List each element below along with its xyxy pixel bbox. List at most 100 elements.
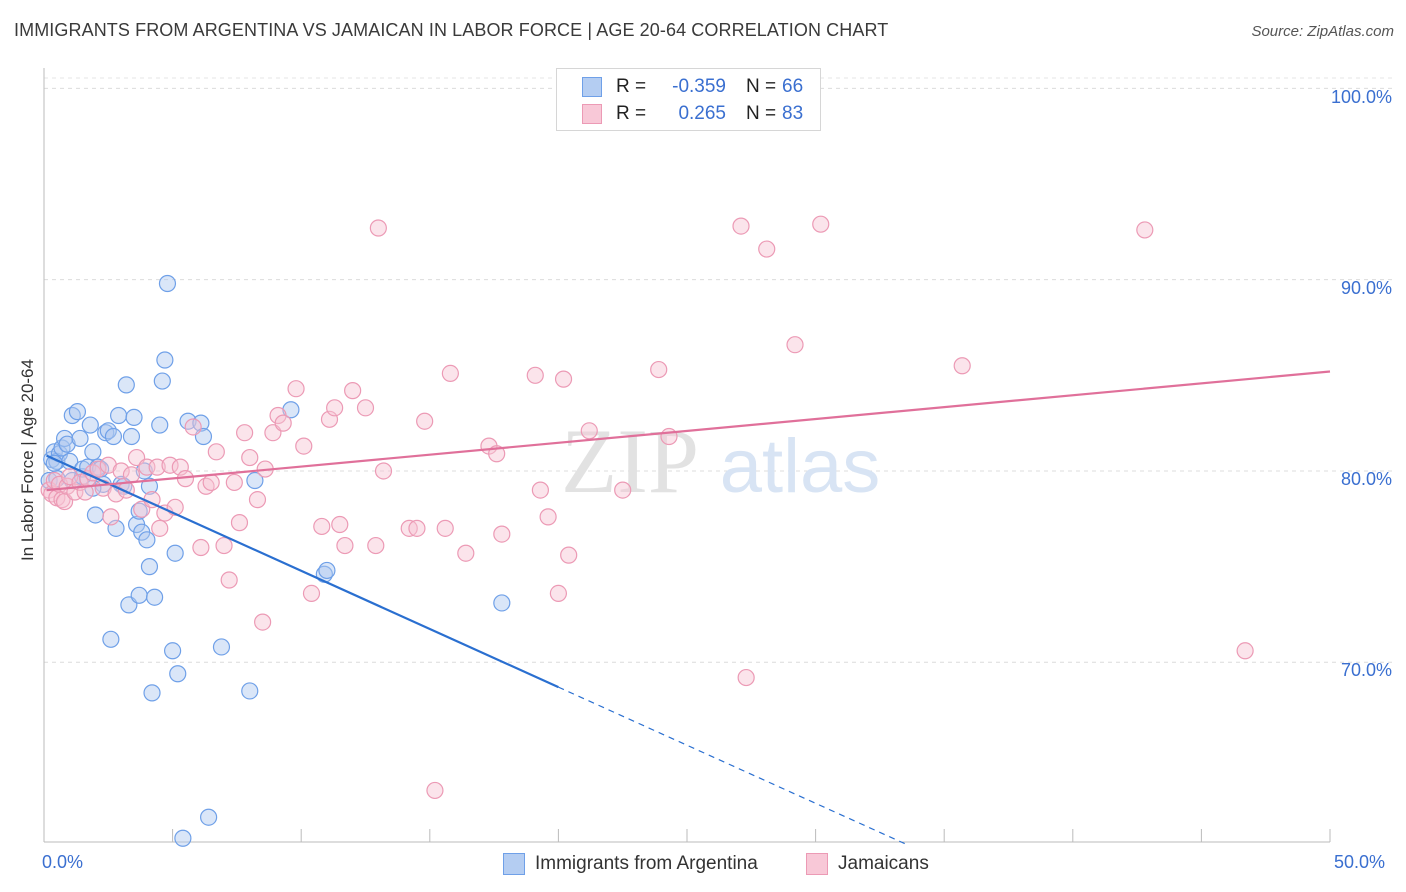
data-point [207, 443, 225, 461]
data-point [104, 427, 123, 446]
data-point [156, 351, 174, 369]
data-point [493, 594, 511, 612]
data-point [236, 424, 254, 442]
data-point [356, 399, 375, 417]
data-point [81, 416, 99, 434]
legend-n-label: N = [746, 76, 777, 97]
data-point [76, 483, 94, 501]
data-point [220, 571, 238, 589]
legend-swatch-argentina [503, 853, 525, 875]
data-point [580, 422, 598, 440]
legend-row-jamaicans: R = 0.265 N = 83 [582, 102, 812, 126]
watermark-atlas: atlas [720, 424, 881, 509]
data-point [287, 380, 305, 398]
data-point [102, 508, 120, 526]
data-point [151, 416, 169, 434]
chart-title: IMMIGRANTS FROM ARGENTINA VS JAMAICAN IN… [14, 20, 889, 40]
legend-n-label: N = [746, 103, 777, 124]
data-point [86, 506, 105, 524]
data-point [215, 536, 233, 555]
legend-r-value: -0.359 [672, 76, 726, 97]
data-point [369, 219, 387, 237]
legend-r-label: R = [616, 103, 647, 124]
data-point [302, 584, 321, 602]
data-point [169, 665, 187, 683]
data-point [151, 519, 169, 537]
data-point [953, 357, 971, 375]
data-point [560, 546, 578, 564]
source-label: Source: ZipAtlas.com [1251, 23, 1394, 40]
data-point [549, 584, 568, 602]
data-point [166, 544, 184, 562]
data-point [318, 561, 336, 580]
data-point [812, 215, 830, 233]
legend-swatch-jamaicans [806, 853, 828, 875]
stats-legend: R = -0.359 N = 66 R = 0.265 N = 83 [556, 68, 821, 131]
legend-item-jamaicans[interactable]: Jamaicans [806, 850, 929, 878]
data-point [326, 399, 344, 417]
data-point [89, 460, 107, 478]
data-point [248, 491, 267, 509]
legend-item-argentina[interactable]: Immigrants from Argentina [503, 850, 758, 878]
data-point [241, 682, 259, 700]
data-point [71, 429, 89, 448]
legend-swatch-argentina [582, 77, 602, 97]
data-point [174, 829, 192, 847]
data-point [493, 525, 511, 543]
data-point [130, 502, 148, 520]
data-point [84, 443, 102, 461]
data-point [112, 462, 130, 480]
data-point [786, 336, 804, 354]
data-point [441, 364, 459, 383]
legend-row-argentina: R = -0.359 N = 66 [582, 75, 812, 99]
data-point [526, 366, 544, 384]
data-point [660, 427, 678, 446]
data-point [225, 473, 243, 492]
data-point [153, 372, 171, 390]
data-point [531, 481, 549, 499]
data-point [554, 370, 573, 388]
data-point [145, 588, 164, 606]
data-point [426, 781, 444, 800]
data-point [192, 538, 210, 557]
data-point [61, 468, 79, 486]
data-point [254, 613, 272, 631]
data-point [109, 406, 128, 425]
legend-n-value: 66 [782, 76, 804, 97]
data-point [138, 531, 156, 549]
y-tick-label: 100.0% [1330, 87, 1392, 107]
data-point [200, 808, 218, 826]
data-point [539, 508, 557, 526]
data-point [331, 515, 349, 534]
data-point [1136, 221, 1154, 239]
data-point [436, 519, 454, 537]
legend-label-argentina: Immigrants from Argentina [535, 853, 758, 874]
legend-label-jamaicans: Jamaicans [838, 853, 929, 874]
data-point [143, 684, 161, 702]
data-point [148, 458, 166, 476]
y-tick-label: 70.0% [1340, 660, 1392, 680]
data-point [117, 376, 135, 394]
data-point [614, 481, 632, 499]
data-point [158, 274, 177, 293]
data-point [122, 427, 141, 446]
x-tick-label: 0.0% [42, 852, 84, 872]
data-point [295, 437, 313, 455]
data-point [122, 466, 141, 484]
data-point [374, 462, 393, 480]
data-point [650, 360, 668, 379]
y-tick-label: 90.0% [1340, 278, 1392, 298]
data-point [758, 240, 776, 258]
legend-r-value: 0.265 [678, 103, 726, 124]
legend-r-label: R = [616, 76, 647, 97]
trend-line-argentina-extension [558, 686, 906, 845]
y-tick-label: 80.0% [1340, 469, 1392, 489]
data-point [313, 517, 331, 536]
data-point [336, 536, 354, 555]
data-point [1236, 642, 1254, 660]
legend-n-value: 83 [782, 103, 804, 124]
data-point [184, 418, 202, 436]
data-point [102, 630, 120, 648]
trend-line-jamaicans [46, 370, 1331, 492]
